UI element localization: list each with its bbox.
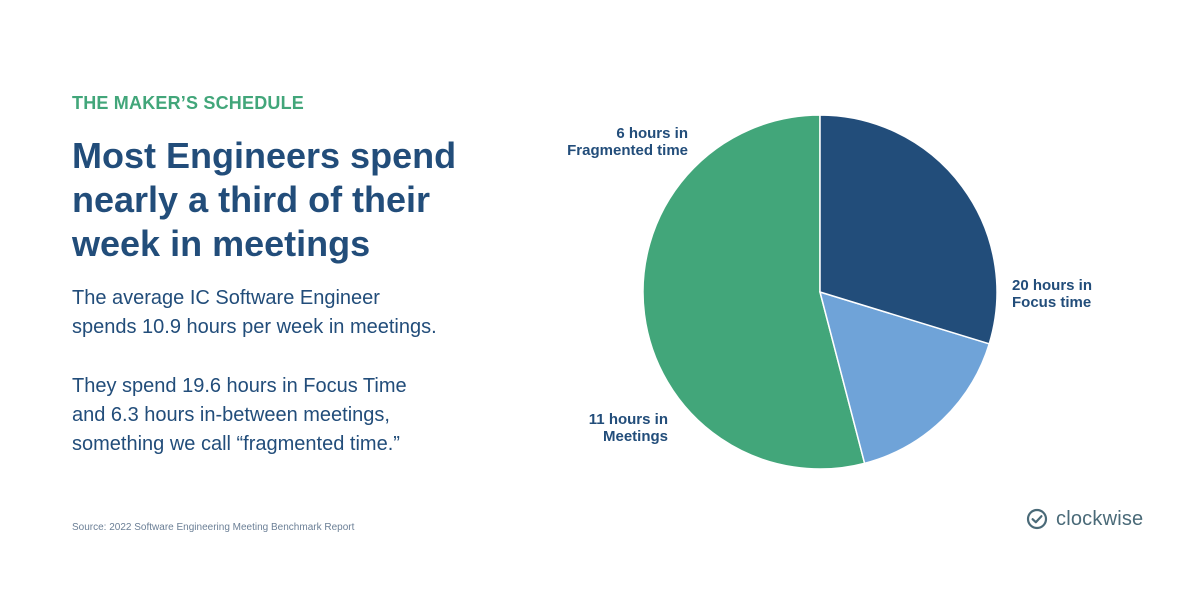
slice-label: 20 hours in Focus time	[1012, 277, 1092, 311]
pie-slice	[818, 290, 991, 465]
slice-label-line: Focus time	[1012, 294, 1091, 311]
body-line: something we call “fragmented time.”	[72, 433, 400, 455]
slice-label-line: 11 hours in	[589, 411, 668, 428]
body-line: The average IC Software Engineer	[72, 287, 380, 309]
source-note: Source: 2022 Software Engineering Meetin…	[72, 522, 355, 533]
body-paragraph-meetings: The average IC Software Engineer spends …	[72, 284, 512, 342]
body-line: spends 10.9 hours per week in meetings.	[72, 316, 437, 338]
slice-label-line: 20 hours in	[1012, 277, 1092, 294]
slice-label: 6 hours in Fragmented time	[567, 125, 688, 159]
slice-label-line: Fragmented time	[567, 142, 688, 159]
body-line: and 6.3 hours in-between meetings,	[72, 404, 390, 426]
headline-line: Most Engineers spend	[72, 135, 457, 176]
body-paragraph-focus: They spend 19.6 hours in Focus Time and …	[72, 372, 512, 459]
headline: Most Engineers spend nearly a third of t…	[72, 134, 502, 266]
pie-slice	[642, 114, 866, 470]
brand-logo: clockwise	[1026, 505, 1143, 533]
pie-slice	[819, 114, 998, 345]
body-line: They spend 19.6 hours in Focus Time	[72, 375, 407, 397]
brand-name: clockwise	[1056, 507, 1144, 530]
check-circle-icon	[1026, 508, 1048, 530]
slice-label-line: 6 hours in	[616, 125, 688, 142]
eyebrow-label: THE MAKER’S SCHEDULE	[72, 93, 305, 113]
headline-line: week in meetings	[72, 223, 371, 264]
slice-label-line: Meetings	[603, 428, 668, 445]
headline-line: nearly a third of their	[72, 179, 431, 220]
pie-chart: 20 hours in Focus time 6 hours in Fragmente…	[567, 114, 1092, 470]
slice-label: 11 hours in Meetings	[589, 411, 668, 445]
